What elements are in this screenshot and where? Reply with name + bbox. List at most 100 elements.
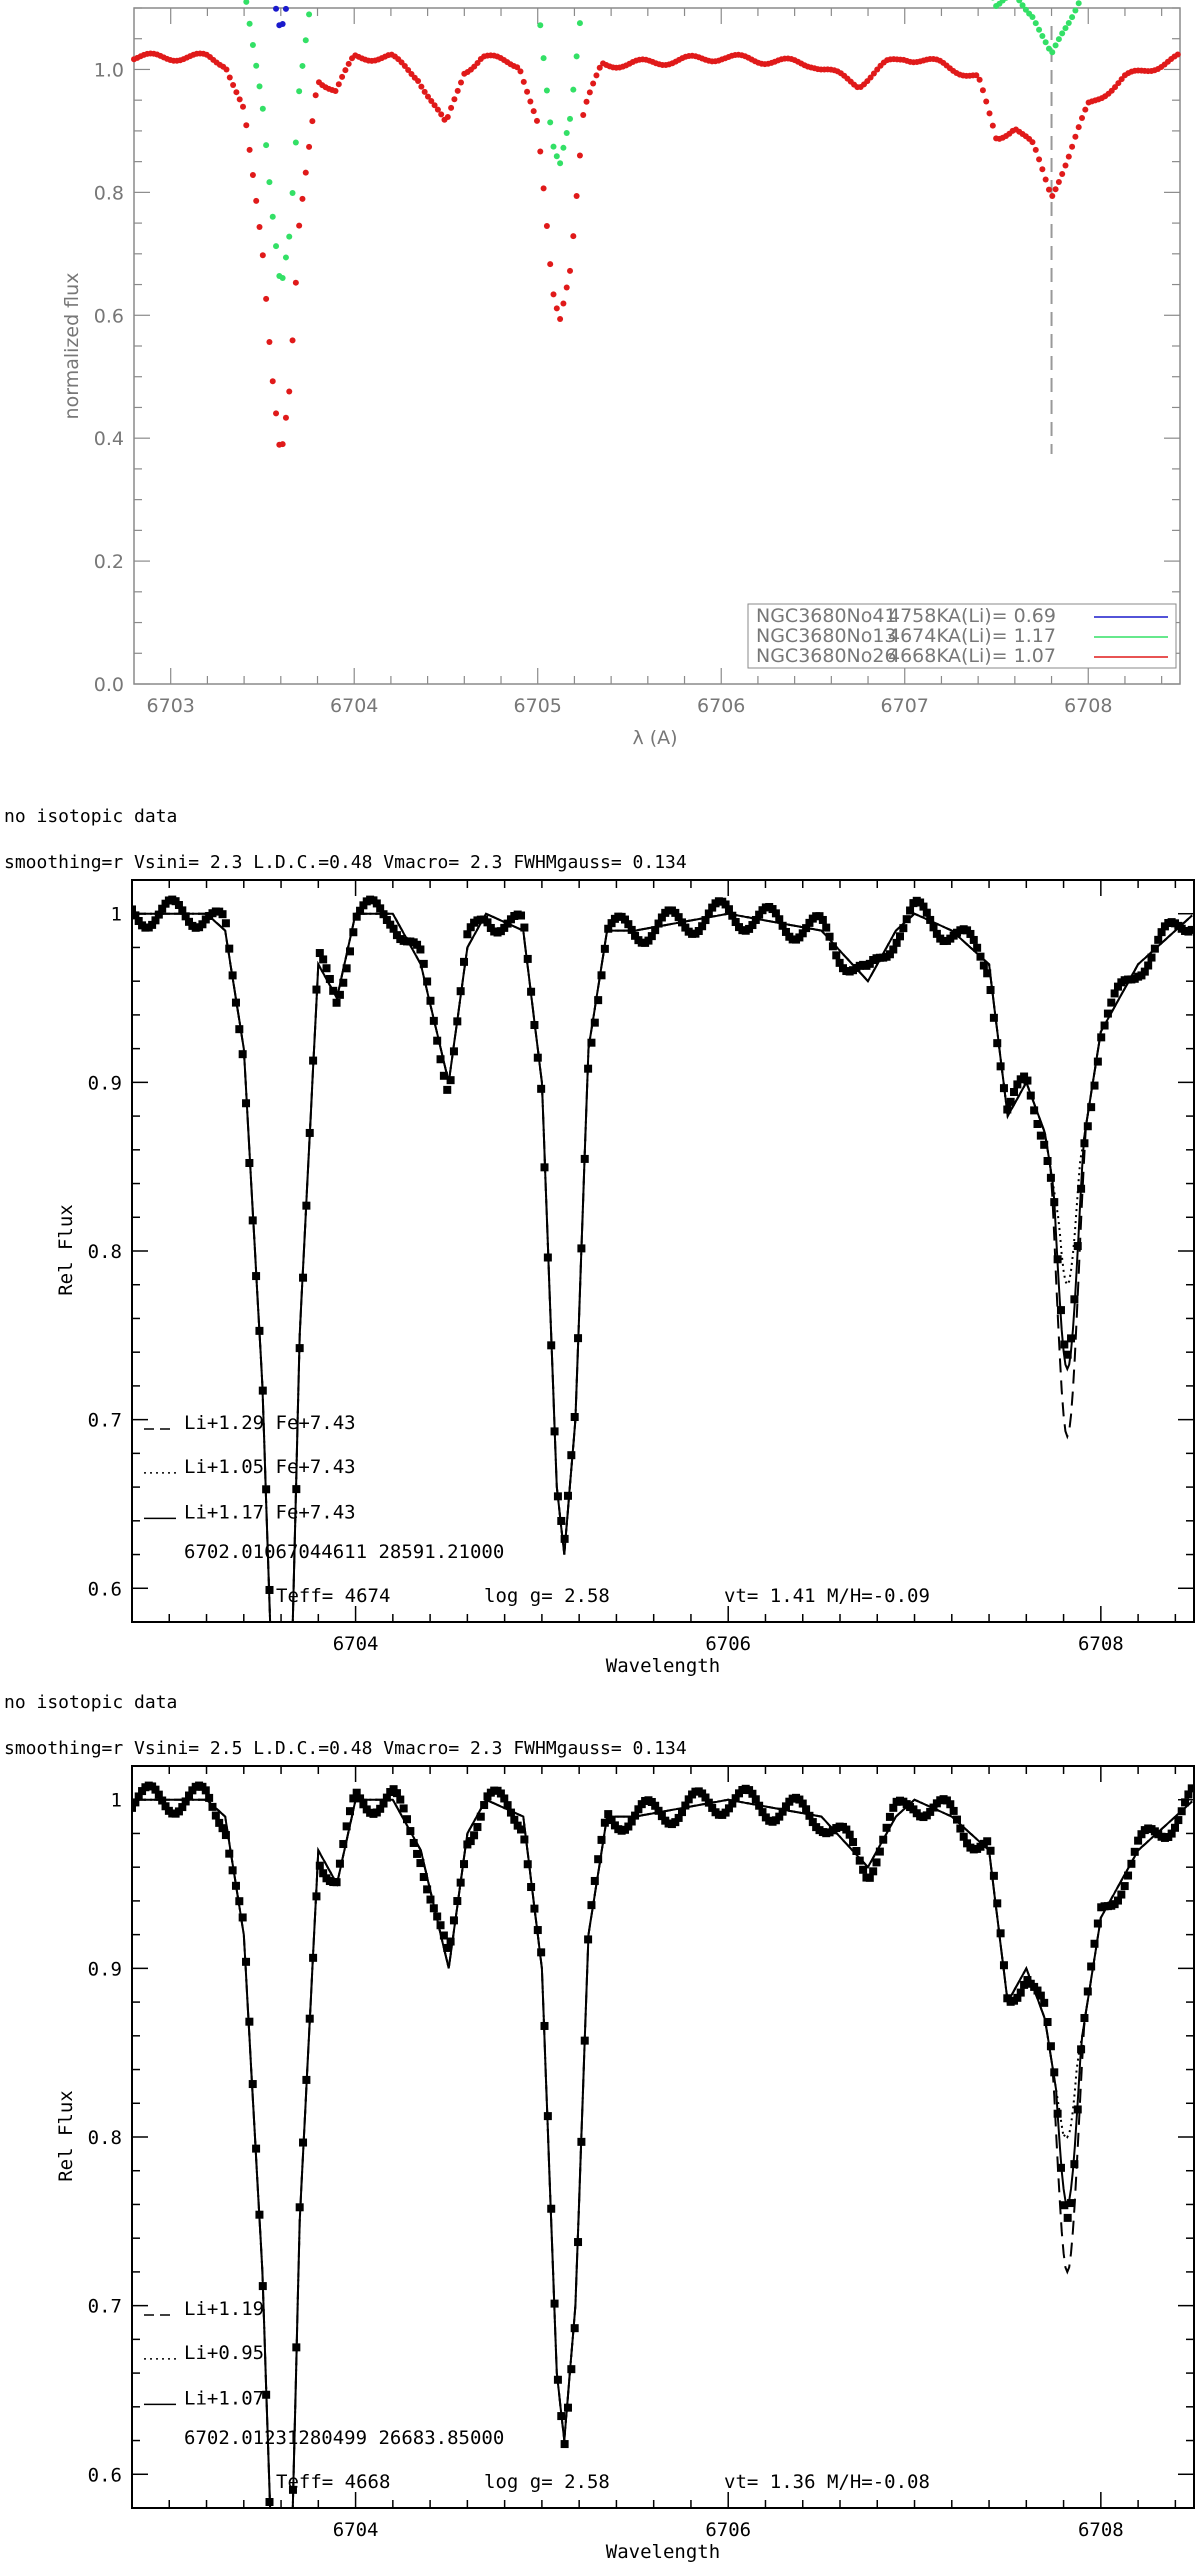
p3-point (627, 1817, 636, 1826)
p3-point (929, 1803, 938, 1812)
p3-point (238, 1913, 247, 1922)
p2-point (1067, 1334, 1076, 1343)
plot1-point (553, 305, 560, 312)
p3-point (698, 1789, 707, 1798)
p2-point (1097, 1033, 1106, 1042)
plot1-point (1045, 186, 1052, 193)
p2-point (372, 899, 381, 908)
p2-point (802, 924, 811, 933)
p2-point (721, 900, 730, 909)
p2-point (600, 944, 609, 953)
p3-point (1130, 1847, 1139, 1856)
plot1-point (1016, 0, 1023, 4)
p2-point (577, 1244, 586, 1253)
p2-point (1080, 1139, 1089, 1148)
plot1-x-tick-label: 6706 (697, 695, 745, 717)
p3-point (520, 1835, 529, 1844)
plot2-y-label: Rel Flux (55, 1204, 77, 1296)
p3-point (1036, 1991, 1045, 2000)
p2-point (1144, 961, 1153, 970)
p2-point (926, 915, 935, 924)
p3-point (436, 1921, 445, 1930)
p3-point (859, 1865, 868, 1874)
p2-point (922, 908, 931, 917)
p3-point (392, 1789, 401, 1798)
plot1-point (286, 233, 293, 240)
p3-point (865, 1873, 874, 1882)
p2-point (356, 906, 365, 915)
p3-point (550, 2299, 559, 2308)
plot1-point (1174, 51, 1181, 58)
plot1-point (302, 37, 309, 44)
p2-point (1093, 1057, 1102, 1066)
p2-point (413, 940, 422, 949)
p2-point (446, 1076, 455, 1085)
p3-point (1177, 1807, 1186, 1816)
p2-point (1050, 1198, 1059, 1207)
plot1-point (1069, 14, 1076, 21)
plot1-point (279, 20, 286, 27)
p3-point (1120, 1882, 1129, 1891)
plot1-point (236, 96, 243, 103)
p2-point (973, 943, 982, 952)
p2-point (597, 971, 606, 980)
p3-point (292, 2343, 301, 2352)
plot2-annotations: Li+1.29 Fe+7.43 Li+1.05 Fe+7.43 Li+1.17 Fe… (144, 1412, 930, 1607)
p2-x-tick-label: 6706 (705, 1633, 751, 1655)
p3-point (855, 1856, 864, 1865)
p2-point (768, 905, 777, 914)
p3-point (1077, 2045, 1086, 2054)
p2-point (185, 917, 194, 926)
plot1-point (273, 243, 280, 250)
p2-logg: log g= 2.58 (484, 1585, 610, 1607)
p3-point (476, 1812, 485, 1821)
p3-point (953, 1815, 962, 1824)
p2-point (892, 938, 901, 947)
p3-point (684, 1795, 693, 1804)
p3-point (376, 1804, 385, 1813)
p3-point (1137, 1830, 1146, 1839)
p3-y-tick-label: 0.8 (88, 2127, 122, 2149)
plot1-point (986, 110, 993, 117)
p3-point (1181, 1798, 1190, 1807)
plot1-point (557, 160, 564, 167)
p3-point (1184, 1790, 1193, 1799)
p3-point (557, 2412, 566, 2421)
p2-point (1063, 1350, 1072, 1359)
p2-point (282, 1673, 290, 1681)
p3-point (701, 1793, 710, 1802)
p3-legend-entry: Li+0.95 (184, 2342, 264, 2364)
p3-point (506, 1808, 515, 1817)
p2-point (828, 942, 837, 951)
plot1-point (514, 64, 521, 71)
p3-point (309, 1953, 318, 1962)
plot1-point (474, 59, 481, 66)
p3-point (577, 2137, 586, 2146)
plot1-point (983, 98, 990, 105)
p3-point (134, 1792, 143, 1801)
plot1-point (1072, 7, 1079, 14)
p3-point (1174, 1816, 1183, 1825)
p2-point (332, 998, 341, 1007)
p3-point (1063, 2213, 1072, 2222)
p3-point (1187, 1784, 1194, 1793)
plot1-point (1059, 30, 1066, 37)
p2-x-tick-label: 6704 (333, 1633, 379, 1655)
p2-point (245, 1158, 254, 1167)
p3-point (993, 1899, 1002, 1908)
p3-point (305, 2014, 314, 2023)
p3-vt: vt= 1.36 M/H=-0.08 (724, 2471, 930, 2493)
p2-point (258, 1386, 267, 1395)
plot1-point (1052, 186, 1059, 193)
plot1-series-1 (273, 5, 289, 29)
p3-point (132, 1798, 140, 1807)
p3-point (302, 2075, 311, 2084)
p3-point (563, 2403, 572, 2412)
p3-point (423, 1885, 432, 1894)
p3-point (345, 1807, 354, 1816)
p2-point (423, 977, 432, 986)
plot1-point (547, 119, 554, 126)
p2-point (325, 974, 334, 983)
